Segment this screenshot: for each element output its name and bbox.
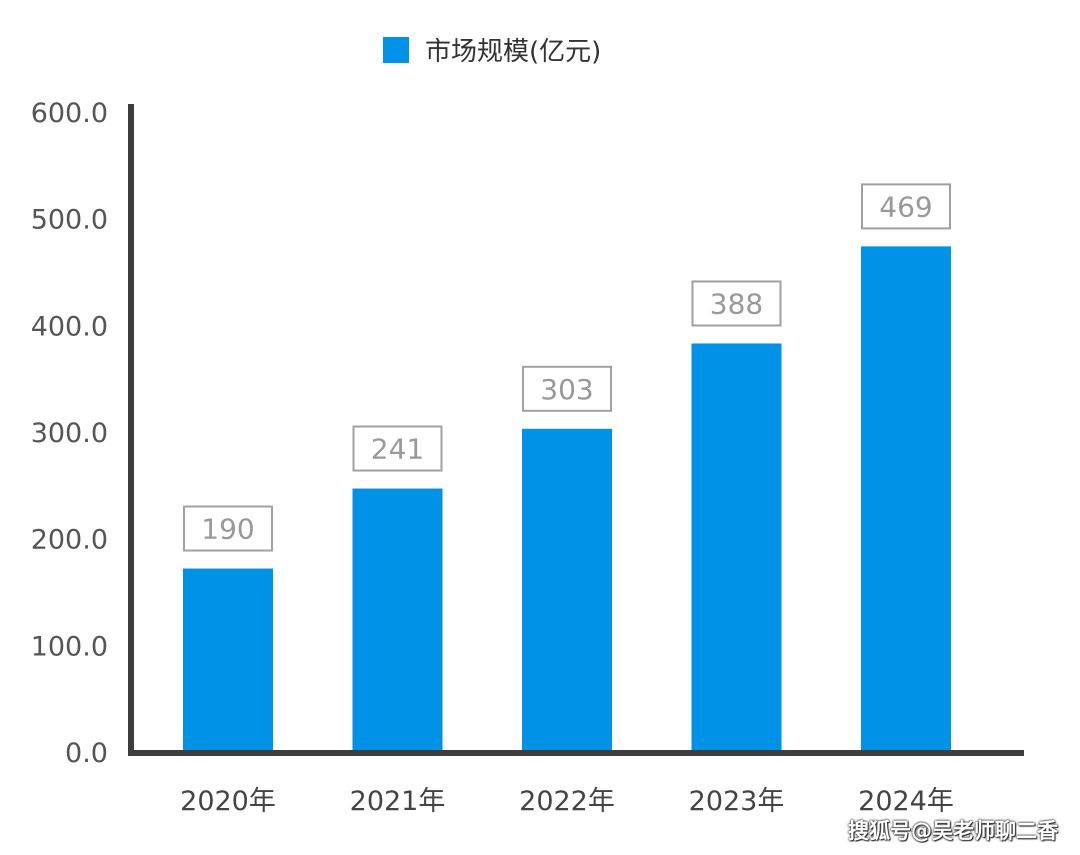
y-tick-label: 600.0 <box>31 98 108 129</box>
data-label-box <box>522 365 612 412</box>
x-tick-label: 2024年 <box>858 786 954 817</box>
x-axis-tick-labels: 2020年 2021年 2022年 2023年 2024年 <box>180 786 954 817</box>
data-labels: 190 241 303 388 469 <box>183 183 951 552</box>
y-tick-label: 300.0 <box>31 418 108 449</box>
bar <box>183 568 273 752</box>
y-tick-label: 500.0 <box>31 205 108 236</box>
legend: 市场规模(亿元) <box>383 37 601 67</box>
x-tick-label: 2023年 <box>689 786 785 817</box>
legend-label: 市场规模(亿元) <box>425 37 601 67</box>
data-label-box <box>183 505 273 552</box>
y-tick-label: 200.0 <box>31 525 108 556</box>
watermark: 搜狐号@吴老师聊二香 <box>848 819 1058 843</box>
bar <box>522 428 612 752</box>
axes <box>128 104 1024 756</box>
x-tick-label: 2020年 <box>180 786 276 817</box>
y-tick-label: 100.0 <box>31 631 108 662</box>
data-label: 388 <box>710 287 763 320</box>
x-tick-label: 2022年 <box>519 786 615 817</box>
data-label-box <box>861 183 951 230</box>
bars <box>183 246 951 752</box>
legend-swatch <box>383 37 409 63</box>
data-label-box <box>691 280 782 327</box>
data-label: 190 <box>201 513 254 546</box>
data-label: 303 <box>540 373 593 406</box>
data-label-box <box>352 425 443 472</box>
data-label: 469 <box>879 190 932 223</box>
x-tick-label: 2021年 <box>350 786 446 817</box>
bar <box>352 488 443 752</box>
y-tick-label: 400.0 <box>31 311 108 342</box>
data-label: 241 <box>371 433 424 466</box>
y-axis-tick-labels: 0.0 100.0 200.0 300.0 400.0 500.0 600.0 <box>31 98 108 769</box>
bar <box>691 343 782 752</box>
bar <box>861 246 951 752</box>
y-tick-label: 0.0 <box>65 738 108 769</box>
